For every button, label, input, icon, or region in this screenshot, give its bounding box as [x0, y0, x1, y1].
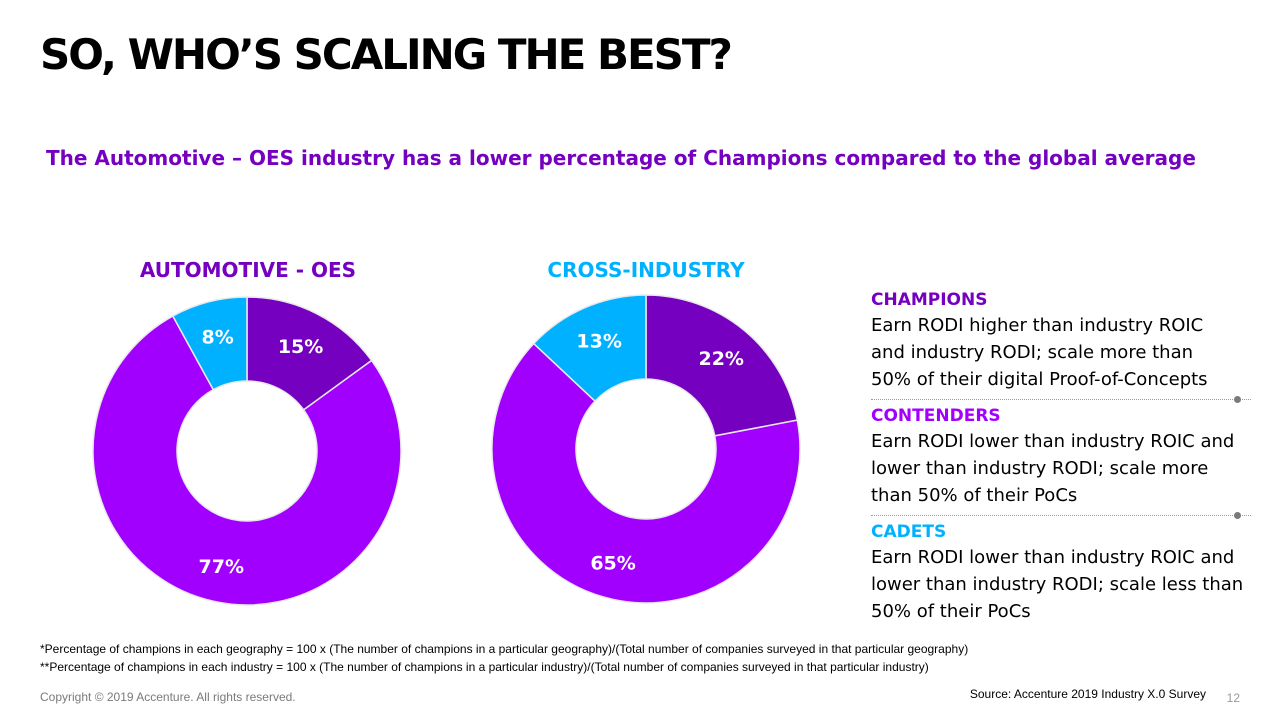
legend-champions-heading: CHAMPIONS — [871, 290, 988, 310]
slice-label-automotive-contenders: 77% — [199, 556, 244, 578]
page-title: SO, WHO’S SCALING THE BEST? — [40, 30, 733, 79]
footnote-geography: *Percentage of champions in each geograp… — [40, 642, 969, 656]
footnote-industry: **Percentage of champions in each indust… — [40, 660, 929, 674]
chart-title-cross-industry: CROSS-INDUSTRY — [547, 258, 745, 282]
legend-champions-description: Earn RODI higher than industry ROIC and … — [871, 315, 1208, 390]
legend-contenders-description: Earn RODI lower than industry ROIC and l… — [871, 431, 1235, 506]
copyright-text: Copyright © 2019 Accenture. All rights r… — [40, 690, 296, 704]
slice-label-automotive-champions: 15% — [278, 336, 323, 358]
source-text: Source: Accenture 2019 Industry X.0 Surv… — [969, 687, 1206, 701]
slice-label-cross-industry-champions: 22% — [698, 348, 743, 370]
slice-label-automotive-cadets: 8% — [202, 327, 234, 349]
legend-contenders-heading: CONTENDERS — [871, 406, 1001, 426]
donut-slice-cross-industry-cadets — [532, 294, 647, 403]
legend-item-cadets: CADETS Earn RODI lower than industry ROI… — [871, 522, 1251, 631]
donut-slice-automotive-cadets — [171, 296, 248, 391]
chart-title-automotive: AUTOMOTIVE - OES — [139, 258, 357, 282]
slice-label-cross-industry-cadets: 13% — [576, 331, 621, 353]
page-subtitle: The Automotive – OES industry has a lowe… — [46, 146, 1196, 170]
donut-slice-automotive-contenders — [92, 315, 402, 606]
donut-slice-cross-industry-champions — [645, 294, 799, 437]
legend-item-champions: CHAMPIONS Earn RODI higher than industry… — [871, 290, 1251, 403]
legend-cadets-description: Earn RODI lower than industry ROIC and l… — [871, 547, 1244, 622]
segment-legend: CHAMPIONS Earn RODI higher than industry… — [871, 290, 1251, 637]
legend-cadets-heading: CADETS — [871, 522, 947, 542]
donut-slice-automotive-champions — [246, 296, 373, 411]
donut-slice-cross-industry-contenders — [491, 342, 801, 604]
page-number: 12 — [1226, 691, 1240, 705]
legend-item-contenders: CONTENDERS Earn RODI lower than industry… — [871, 406, 1251, 519]
slice-label-cross-industry-contenders: 65% — [590, 552, 635, 574]
